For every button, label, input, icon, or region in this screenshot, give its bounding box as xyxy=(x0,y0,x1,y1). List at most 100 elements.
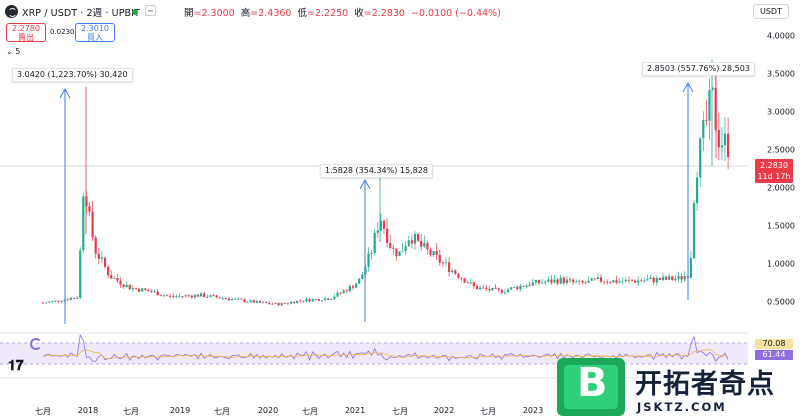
measure-label-2[interactable]: 1.5828 (354.34%) 15,828 xyxy=(320,164,433,178)
candle-body xyxy=(361,274,364,280)
candle-body xyxy=(330,298,333,300)
candle-body xyxy=(327,298,330,300)
candle-body xyxy=(528,285,531,287)
candle-body xyxy=(469,282,472,284)
time-tick: 七月 xyxy=(214,407,230,416)
candle-body xyxy=(358,279,361,284)
candle-body xyxy=(231,299,234,301)
candle-body xyxy=(426,243,429,250)
price-axis[interactable]: 4.0000 3.5000 3.0000 2.5000 2.0000 1.500… xyxy=(748,22,800,402)
measure-arrow-2-head xyxy=(359,178,371,190)
candle-body xyxy=(488,288,491,291)
candle-body xyxy=(218,297,221,299)
candle-body xyxy=(212,295,215,297)
candle-body xyxy=(550,279,553,283)
candle-body xyxy=(60,301,63,303)
candle-body xyxy=(91,211,94,238)
candle-body xyxy=(268,302,271,304)
spread-value: 0.0230 xyxy=(50,28,75,36)
candle-body xyxy=(271,303,274,305)
indicator-reload-icon[interactable] xyxy=(30,338,42,350)
candle-body xyxy=(674,278,677,280)
open-label: 開 xyxy=(184,8,194,19)
price-tick: 1.0000 xyxy=(767,259,795,269)
candle-body xyxy=(665,276,668,280)
candle-body xyxy=(51,301,54,302)
candle-body xyxy=(277,302,280,306)
ohlc-legend: 開=2.3000 高=2.4360 低=2.2250 收=2.2830 −0.0… xyxy=(184,5,504,19)
low-value: =2.2250 xyxy=(307,8,349,19)
candle-body xyxy=(159,295,162,297)
candle-body xyxy=(286,303,289,305)
candle-body xyxy=(299,300,302,302)
candle-body xyxy=(590,278,593,281)
candle-body xyxy=(668,276,671,280)
buy-button[interactable]: 2.3010 買入 xyxy=(75,23,115,42)
sell-button[interactable]: 2.2780 賣出 xyxy=(6,23,46,42)
candle-body xyxy=(392,247,395,249)
change-value: −0.0100 (−0.44%) xyxy=(411,8,501,19)
candle-body xyxy=(553,279,556,283)
candle-body xyxy=(196,294,200,297)
candle-body xyxy=(320,300,324,302)
candle-body xyxy=(547,279,550,282)
candle-body xyxy=(224,298,227,300)
candle-body xyxy=(398,251,401,257)
measure-label-1[interactable]: 3.0420 (1,223.70%) 30,420 xyxy=(12,68,133,82)
candle-body xyxy=(227,298,231,301)
candle-body xyxy=(373,232,376,254)
candle-body xyxy=(413,233,417,244)
price-tick: 3.0000 xyxy=(767,107,795,117)
candle-body xyxy=(568,279,572,281)
candle-body xyxy=(150,291,153,293)
time-tick: 七月 xyxy=(35,407,51,416)
candle-body xyxy=(265,302,268,303)
candle-body xyxy=(274,302,277,304)
candle-body xyxy=(466,282,469,284)
candle-body xyxy=(184,295,187,297)
high-value: =2.4360 xyxy=(250,8,292,19)
candle-body xyxy=(575,281,578,283)
bar-countdown: 11d 17h xyxy=(757,172,791,181)
candle-body xyxy=(634,280,637,283)
visibility-icon[interactable] xyxy=(145,5,156,16)
candle-body xyxy=(534,280,537,283)
price-tick: 0.5000 xyxy=(767,297,795,307)
candle-body xyxy=(652,277,655,283)
candle-body xyxy=(221,298,224,300)
candle-body xyxy=(581,281,584,283)
measure-arrow-1-head xyxy=(59,87,71,99)
time-tick: 2020 xyxy=(257,406,279,415)
watermark-badge-icon xyxy=(557,358,625,416)
candle-body xyxy=(404,246,407,252)
candle-body xyxy=(144,288,147,290)
candle-body xyxy=(649,277,652,280)
watermark-name: 开拓者奇点 xyxy=(635,369,775,400)
candle-body xyxy=(125,284,128,287)
last-price-tag: 2.2830 11d 17h xyxy=(755,159,793,183)
candle-body xyxy=(76,297,79,299)
last-price-value: 2.2830 xyxy=(760,161,788,170)
candle-body xyxy=(293,301,296,304)
candle-body xyxy=(234,298,237,300)
currency-button[interactable]: USDT xyxy=(753,4,789,19)
measure-label-3[interactable]: 2.8503 (557.76%) 28,503 xyxy=(642,62,755,76)
candle-body xyxy=(479,287,482,290)
candle-body xyxy=(717,130,720,148)
candle-body xyxy=(441,262,444,264)
candle-body xyxy=(584,282,587,284)
candle-body xyxy=(444,262,448,264)
indicator-collapse-toggle[interactable]: ⌄ 5 xyxy=(6,47,21,56)
candle-body xyxy=(630,279,634,281)
candle-body xyxy=(69,297,72,300)
candle-body xyxy=(541,282,544,284)
candle-body xyxy=(475,286,479,290)
candle-body xyxy=(382,220,386,229)
candle-body xyxy=(463,278,466,283)
candle-body xyxy=(503,292,506,293)
candle-body xyxy=(209,295,212,297)
symbol-title[interactable]: XRP / USDT · 2週 · UPBIT xyxy=(22,8,140,19)
candle-body xyxy=(370,253,373,254)
candle-body xyxy=(615,280,618,283)
